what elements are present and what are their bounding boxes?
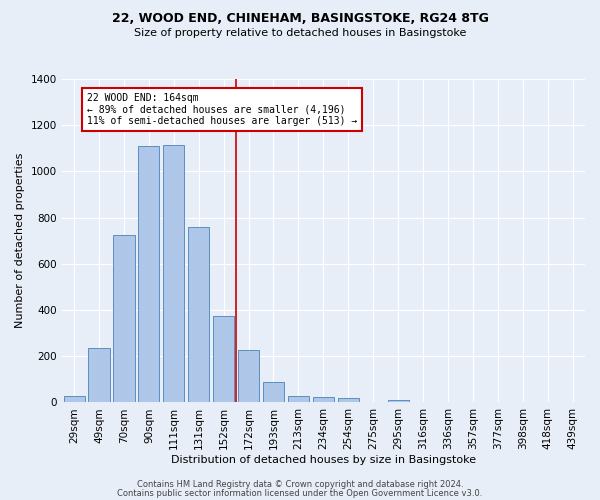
Bar — [288, 396, 309, 402]
Bar — [88, 348, 110, 403]
Bar — [64, 396, 85, 402]
Text: Size of property relative to detached houses in Basingstoke: Size of property relative to detached ho… — [134, 28, 466, 38]
Text: 22 WOOD END: 164sqm
← 89% of detached houses are smaller (4,196)
11% of semi-det: 22 WOOD END: 164sqm ← 89% of detached ho… — [86, 93, 357, 126]
Text: Contains HM Land Registry data © Crown copyright and database right 2024.: Contains HM Land Registry data © Crown c… — [137, 480, 463, 489]
Bar — [263, 382, 284, 402]
Bar — [313, 396, 334, 402]
Bar — [338, 398, 359, 402]
Text: Contains public sector information licensed under the Open Government Licence v3: Contains public sector information licen… — [118, 489, 482, 498]
Y-axis label: Number of detached properties: Number of detached properties — [15, 153, 25, 328]
Text: 22, WOOD END, CHINEHAM, BASINGSTOKE, RG24 8TG: 22, WOOD END, CHINEHAM, BASINGSTOKE, RG2… — [112, 12, 488, 26]
Bar — [163, 145, 184, 403]
Bar — [213, 316, 234, 402]
X-axis label: Distribution of detached houses by size in Basingstoke: Distribution of detached houses by size … — [171, 455, 476, 465]
Bar — [388, 400, 409, 402]
Bar — [188, 227, 209, 402]
Bar — [238, 350, 259, 403]
Bar — [113, 235, 134, 402]
Bar — [138, 146, 160, 403]
